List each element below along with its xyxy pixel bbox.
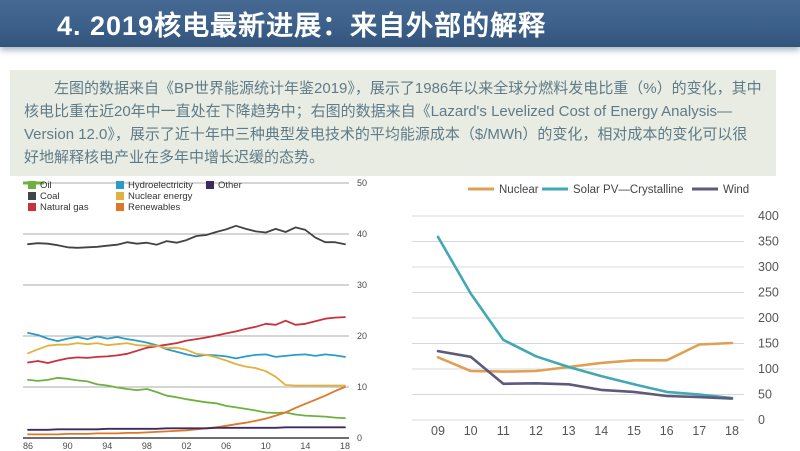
y-tick-label: 300 (758, 260, 779, 274)
y-tick-label: 40 (357, 229, 367, 239)
y-tick-label: 0 (357, 433, 362, 443)
legend-label-nuclear-energy: Nuclear energy (128, 191, 193, 202)
legend-label-nuclear: Nuclear (499, 184, 539, 196)
series-line-hydroelectricity (27, 331, 346, 360)
x-tick-label: 94 (102, 441, 112, 451)
legend-swatch-other (206, 181, 214, 189)
y-tick-label: 0 (758, 413, 765, 427)
legend-swatch-hydroelectricity (116, 181, 124, 189)
y-tick-label: 150 (758, 337, 779, 351)
legend-label-natural-gas: Natural gas (40, 202, 89, 213)
x-tick-label: 06 (221, 441, 231, 451)
x-tick-label: 18 (725, 424, 739, 438)
y-tick-label: 100 (758, 362, 779, 376)
bp-fuel-share-chart: 0 10 20 30 40 50 86 90 94 98 02 06 10 14 18 OilCoalNatu… (23, 178, 367, 451)
x-tick-label: 86 (23, 441, 33, 451)
legend-label-coal: Coal (40, 191, 60, 202)
x-tick-label: 18 (340, 441, 350, 451)
lazard-lcoe-chart: 0 50 100 150 200 250 300 350 400 09 10 11 12 13 14 15 16… (412, 184, 779, 438)
x-tick-label: 10 (464, 424, 478, 438)
x-tick-label: 12 (529, 424, 543, 438)
x-tick-label: 14 (594, 424, 608, 438)
gridlines-and-y-labels: 0 10 20 30 40 50 (23, 178, 367, 443)
x-tick-label: 10 (261, 441, 271, 451)
series-line-nuclear-energy (27, 342, 346, 387)
x-tick-label: 09 (431, 424, 445, 438)
legend-label-hydroelectricity: Hydroelectricity (128, 180, 193, 191)
y-tick-label: 50 (758, 388, 772, 402)
legend-swatch-natural-gas (28, 203, 36, 211)
x-tick-label: 98 (142, 441, 152, 451)
legend-swatch-nuclear-energy (116, 192, 124, 200)
x-tick-label: 02 (181, 441, 191, 451)
x-tick-label: 13 (562, 424, 576, 438)
legend-label-other: Other (218, 180, 242, 191)
legend-label-wind: Wind (723, 184, 749, 196)
legend: Nuclear Solar PV—Crystalline Wind (468, 184, 749, 196)
legend-label-renewables: Renewables (128, 202, 181, 213)
legend-swatch-oil (28, 181, 36, 189)
y-tick-label: 20 (357, 331, 367, 341)
x-tick-label: 15 (627, 424, 641, 438)
y-tick-label: 200 (758, 311, 779, 325)
series-line-solar-pv-crystalline (436, 235, 734, 400)
series-line-wind (436, 349, 734, 400)
series-line-oil (27, 376, 346, 420)
gridlines-and-y-labels: 0 50 100 150 200 250 300 350 400 (412, 209, 779, 427)
y-tick-label: 400 (758, 209, 779, 223)
x-axis-labels: 09 10 11 12 13 14 15 16 17 18 (431, 424, 739, 438)
x-axis-labels: 86 90 94 98 02 06 10 14 18 (23, 441, 350, 451)
y-tick-label: 350 (758, 235, 779, 249)
x-tick-label: 16 (660, 424, 674, 438)
y-tick-label: 30 (357, 280, 367, 290)
legend-swatch-renewables (116, 203, 124, 211)
y-tick-label: 10 (357, 382, 367, 392)
legend-label-solar-pv-crystalline: Solar PV—Crystalline (573, 184, 684, 196)
x-tick-label: 17 (692, 424, 706, 438)
series-line-renewables (27, 386, 346, 436)
summary-panel: 左图的数据来自《BP世界能源统计年鉴2019》，展示了1986年以来全球分燃料发… (10, 70, 776, 176)
series-line-other (27, 426, 346, 431)
title-bar: 4. 2019核电最新进展：来自外部的解释 (0, 0, 800, 47)
summary-text: 左图的数据来自《BP世界能源统计年鉴2019》，展示了1986年以来全球分燃料发… (24, 80, 762, 166)
slide-title: 4. 2019核电最新进展：来自外部的解释 (57, 11, 547, 41)
series-line-natural-gas (27, 316, 346, 364)
y-tick-label: 250 (758, 286, 779, 300)
y-tick-label: 50 (357, 178, 367, 188)
x-tick-label: 11 (497, 424, 510, 438)
x-tick-label: 14 (300, 441, 310, 451)
series-line-coal (27, 224, 346, 249)
legend-swatch-coal (28, 192, 36, 200)
legend-label-oil: Oil (40, 180, 52, 191)
x-tick-label: 90 (63, 441, 73, 451)
